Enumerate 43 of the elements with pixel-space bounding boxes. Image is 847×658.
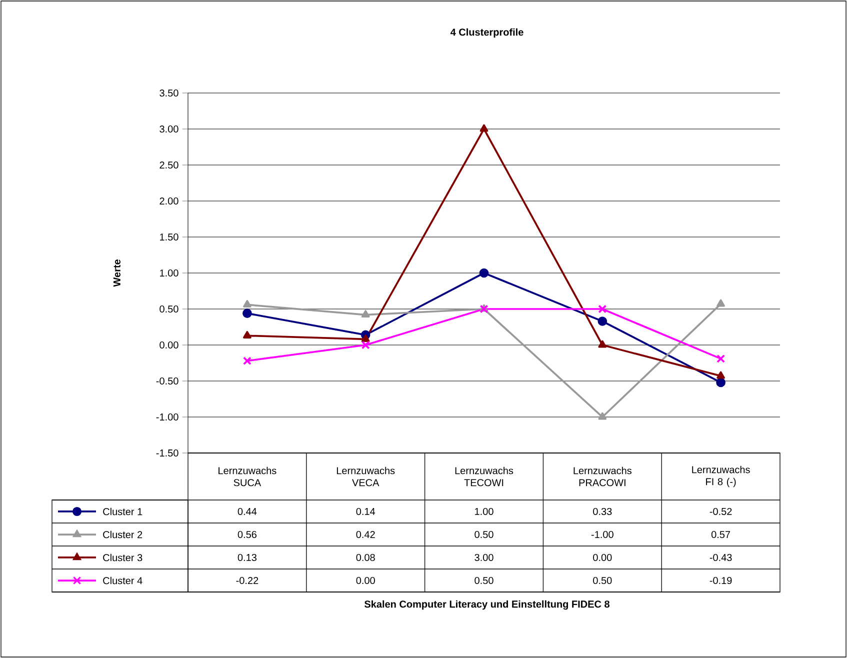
y-axis-title: Werte xyxy=(113,260,120,287)
x-tick-label: Lernzuwachs FI 8 (-) xyxy=(692,466,750,488)
data-label: -0.22 xyxy=(236,576,258,584)
x-tick-label: Lernzuwachs VECA xyxy=(336,466,395,486)
y-tick-label: 1.00 xyxy=(160,269,178,277)
legend-label: Cluster 3 xyxy=(103,554,142,562)
legend-label: Cluster 4 xyxy=(103,576,142,584)
y-tick-label: -1.50 xyxy=(156,449,178,457)
y-tick-label: 3.00 xyxy=(160,125,178,133)
data-label: 0.33 xyxy=(593,508,612,516)
y-tick-label: -1.00 xyxy=(156,413,178,421)
chart-title: 4 Clusterprofile xyxy=(450,28,524,38)
y-tick-label: 2.50 xyxy=(160,161,178,169)
data-label: -1.00 xyxy=(591,530,614,538)
x-tick-label: Lernzuwachs PRACOWI xyxy=(574,466,632,486)
text: Skalen Computer Literacy und Einstelltung FIDEC 8 xyxy=(364,600,610,610)
data-label: 0.50 xyxy=(474,576,494,584)
y-tick-label: -0.50 xyxy=(156,377,178,385)
y-tick-label: 0.00 xyxy=(160,341,178,349)
data-label: 0.00 xyxy=(356,576,375,584)
y-tick-label: 3.50 xyxy=(160,89,178,97)
data-label: 0.14 xyxy=(356,508,376,516)
data-label: 1.00 xyxy=(475,508,494,516)
data-label: 0.13 xyxy=(238,554,256,562)
data-label: -0.43 xyxy=(710,554,732,562)
data-label: 0.56 xyxy=(238,530,256,538)
data-label: 0.50 xyxy=(593,576,612,584)
data-label: 0.08 xyxy=(356,554,375,562)
y-tick-label: 0.50 xyxy=(160,305,178,313)
legend-label: Cluster 1 xyxy=(103,508,142,516)
data-label: 0.00 xyxy=(593,554,612,562)
data-label: 0.50 xyxy=(474,530,494,538)
legend-label: Cluster 2 xyxy=(103,530,142,538)
data-label: 0.57 xyxy=(711,530,730,538)
data-label: -0.52 xyxy=(710,508,732,516)
x-tick-label: Lernzuwachs TECOWI xyxy=(455,466,514,486)
data-label: 0.42 xyxy=(356,530,375,538)
x-tick-label: Lernzuwachs SUCA xyxy=(218,466,276,486)
y-tick-label: 2.00 xyxy=(160,197,178,205)
data-label: 3.00 xyxy=(474,554,494,562)
y-tick-label: 1.50 xyxy=(160,233,178,241)
data-label: -0.19 xyxy=(710,576,732,584)
data-label: 0.44 xyxy=(238,508,257,516)
